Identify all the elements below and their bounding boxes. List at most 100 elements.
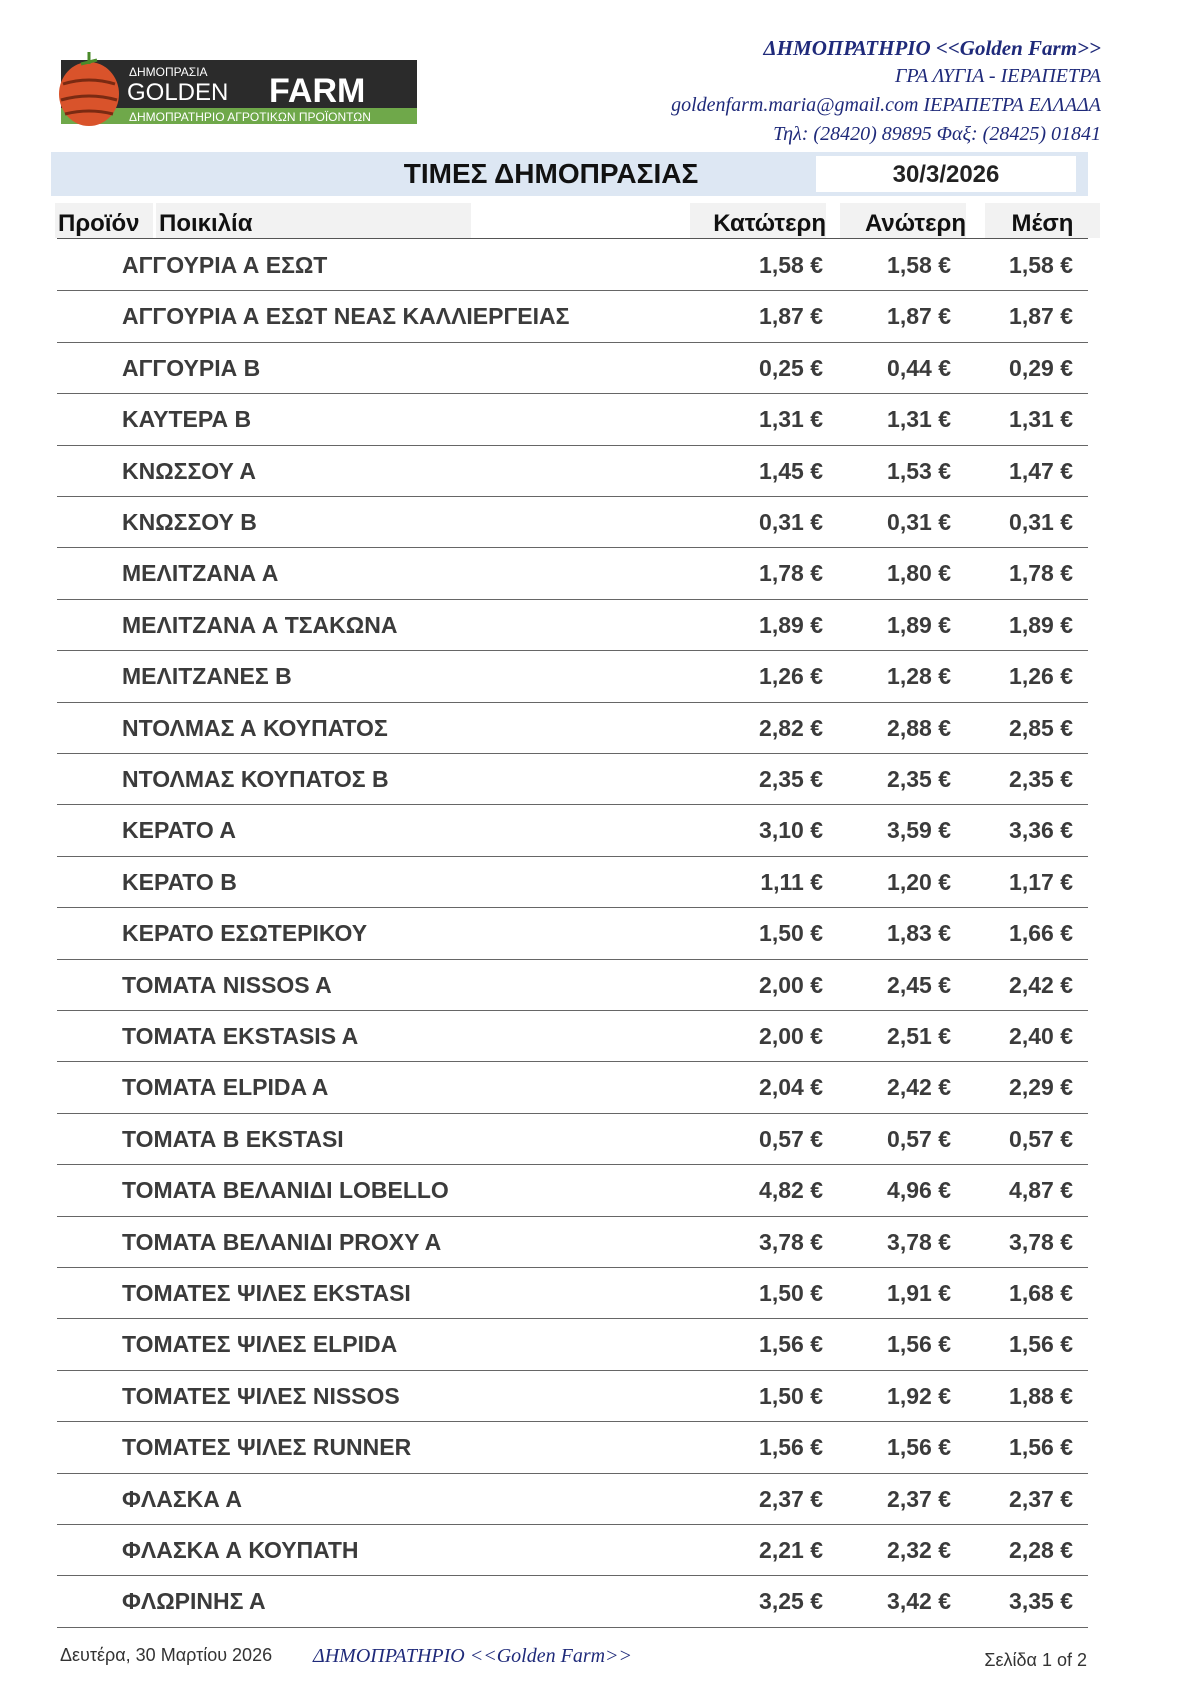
avg-price: 3,35 € (1009, 1588, 1073, 1615)
table-row: ΑΓΓΟΥΡΙΑ Β 0,25 € 0,44 € 0,29 € (57, 342, 1088, 395)
low-price: 1,11 € (760, 868, 823, 895)
low-price: 4,82 € (759, 1177, 823, 1204)
auction-date: 30/3/2026 (816, 156, 1076, 192)
avg-price: 1,56 € (1009, 1434, 1073, 1461)
high-price: 1,31 € (887, 406, 951, 433)
low-price: 3,78 € (759, 1228, 823, 1255)
table-row: ΚΝΩΣΣΟΥ Β 0,31 € 0,31 € 0,31 € (57, 496, 1088, 549)
high-price: 1,53 € (887, 457, 951, 484)
table-row: ΚΕΡΑΤΟ Α 3,10 € 3,59 € 3,36 € (57, 804, 1088, 857)
high-price: 2,51 € (887, 1023, 951, 1049)
table-row: ΤΟΜΑΤΑ NISSOS A 2,00 € 2,45 € 2,42 € (57, 959, 1088, 1011)
table-row: ΦΛΑΣΚΑ Α ΚΟΥΠΑΤΗ 2,21 € 2,32 € 2,28 € (57, 1524, 1088, 1577)
avg-price: 1,66 € (1009, 920, 1073, 947)
avg-price: 1,68 € (1009, 1280, 1073, 1306)
low-price: 1,50 € (759, 920, 823, 947)
low-price: 1,89 € (759, 611, 823, 638)
avg-price: 3,36 € (1009, 817, 1073, 844)
low-price: 0,57 € (759, 1125, 823, 1152)
high-price: 2,45 € (887, 971, 951, 998)
avg-price: 3,78 € (1009, 1228, 1073, 1255)
header-divider (57, 238, 1088, 239)
product-name: ΚΕΡΑΤΟ Β (122, 868, 237, 895)
footer-date: Δευτέρα, 30 Μαρτίου 2026 (60, 1645, 273, 1665)
product-name: ΤΟΜΑΤΑ NISSOS A (122, 971, 332, 998)
product-name: ΤΟΜΑΤΑ Β EKSTASI (122, 1125, 344, 1152)
product-name: ΤΟΜΑΤΑ ELPIDA A (122, 1074, 329, 1101)
avg-price: 1,58 € (1009, 252, 1073, 278)
low-price: 1,50 € (759, 1280, 823, 1306)
svg-text:FARM: FARM (269, 72, 365, 110)
table-row: ΚΕΡΑΤΟ Β 1,11 € 1,20 € 1,17 € (57, 856, 1088, 909)
high-price: 1,58 € (887, 252, 951, 278)
product-name: ΦΛΩΡΙΝΗΣ Α (122, 1588, 266, 1615)
table-row: ΑΓΓΟΥΡΙΑ Α ΕΣΩΤ 1,58 € 1,58 € 1,58 € (57, 239, 1088, 292)
golden-farm-logo: ΔΗΜΟΠΡΑΣΙΑ GOLDEN FARM ΔΗΜΟΠΡΑΤΗΡΙΟ ΑΓΡΟ… (59, 52, 417, 126)
avg-price: 1,78 € (1009, 560, 1073, 587)
product-name: ΤΟΜΑΤΕΣ ΨΙΛΕΣ RUNNER (122, 1434, 412, 1461)
low-price: 1,56 € (759, 1434, 823, 1461)
high-price: 0,31 € (887, 509, 951, 535)
high-price: 1,83 € (887, 920, 951, 947)
table-row: ΜΕΛΙΤΖΑΝΕΣ Β 1,26 € 1,28 € 1,26 € (57, 650, 1088, 703)
low-price: 2,82 € (759, 714, 823, 741)
table-row: ΑΓΓΟΥΡΙΑ Α ΕΣΩΤ ΝΕΑΣ ΚΑΛΛΙΕΡΓΕΙΑΣ 1,87 € 1… (57, 290, 1088, 343)
product-name: ΚΑΥΤΕΡΑ Β (122, 406, 252, 433)
col-low: Κατώτερη (690, 203, 826, 238)
high-price: 1,56 € (887, 1331, 951, 1358)
footer-company: ΔΗΜΟΠΡΑΤΗΡΙΟ <<Golden Farm>> (313, 1645, 633, 1667)
high-price: 2,88 € (887, 714, 951, 741)
product-name: ΚΕΡΑΤΟ Α (122, 817, 236, 844)
title-band: ΤΙΜΕΣ ΔΗΜΟΠΡΑΣΙΑΣ 30/3/2026 (51, 152, 1088, 196)
avg-price: 1,26 € (1009, 663, 1073, 690)
low-price: 1,26 € (759, 663, 823, 690)
low-price: 1,50 € (759, 1382, 823, 1409)
table-row: ΚΑΥΤΕΡΑ Β 1,31 € 1,31 € 1,31 € (57, 393, 1088, 446)
table-row: ΤΟΜΑΤΕΣ ΨΙΛΕΣ ELPIDA 1,56 € 1,56 € 1,56 € (57, 1318, 1088, 1371)
high-price: 0,57 € (887, 1125, 951, 1152)
high-price: 1,20 € (887, 868, 951, 895)
high-price: 1,92 € (887, 1382, 951, 1409)
table-row: ΦΛΑΣΚΑ Α 2,37 € 2,37 € 2,37 € (57, 1473, 1088, 1525)
low-price: 1,58 € (759, 252, 823, 278)
product-name: ΤΟΜΑΤΕΣ ΨΙΛΕΣ EKSTASI (122, 1280, 411, 1306)
high-price: 1,91 € (887, 1280, 951, 1306)
product-name: ΑΓΓΟΥΡΙΑ Α ΕΣΩΤ ΝΕΑΣ ΚΑΛΛΙΕΡΓΕΙΑΣ (122, 303, 570, 330)
avg-price: 1,56 € (1009, 1331, 1073, 1358)
avg-price: 1,89 € (1009, 611, 1073, 638)
table-row: ΤΟΜΑΤΑ ELPIDA A 2,04 € 2,42 € 2,29 € (57, 1061, 1088, 1114)
product-name: ΚΝΩΣΣΟΥ Β (122, 509, 257, 535)
high-price: 1,56 € (887, 1434, 951, 1461)
avg-price: 2,28 € (1009, 1537, 1073, 1563)
avg-price: 0,29 € (1009, 354, 1073, 381)
product-name: ΜΕΛΙΤΖΑΝΕΣ Β (122, 663, 292, 690)
product-name: ΝΤΟΛΜΑΣ Α ΚΟΥΠΑΤΟΣ (122, 714, 388, 741)
page-number: Σελίδα 1 of 2 (984, 1650, 1087, 1670)
product-name: ΚΝΩΣΣΟΥ Α (122, 457, 257, 484)
high-price: 2,32 € (887, 1537, 951, 1563)
table-row: ΦΛΩΡΙΝΗΣ Α 3,25 € 3,42 € 3,35 € (57, 1575, 1088, 1628)
avg-price: 2,85 € (1009, 714, 1073, 741)
table-row: ΤΟΜΑΤΕΣ ΨΙΛΕΣ EKSTASI 1,50 € 1,91 € 1,68 € (57, 1267, 1088, 1320)
high-price: 2,37 € (887, 1485, 951, 1512)
product-name: ΑΓΓΟΥΡΙΑ Β (122, 354, 261, 381)
product-name: ΤΟΜΑΤΑ ΒΕΛΑΝΙΔΙ PROXY A (122, 1228, 442, 1255)
avg-price: 1,31 € (1009, 406, 1073, 433)
low-price: 0,25 € (759, 354, 823, 381)
col-product: Προϊόν (55, 203, 153, 238)
product-name: ΤΟΜΑΤΕΣ ΨΙΛΕΣ ELPIDA (122, 1331, 398, 1358)
low-price: 2,35 € (759, 766, 823, 792)
avg-price: 0,31 € (1009, 509, 1073, 535)
low-price: 1,78 € (759, 560, 823, 587)
avg-price: 0,57 € (1009, 1125, 1073, 1152)
table-row: ΤΟΜΑΤΑ ΒΕΛΑΝΙΔΙ LOBELLO 4,82 € 4,96 € 4,87 … (57, 1164, 1088, 1217)
svg-text:ΔΗΜΟΠΡΑΤΗΡΙΟ ΑΓΡΟΤΙΚΩΝ ΠΡΟΪΟΝΤ: ΔΗΜΟΠΡΑΤΗΡΙΟ ΑΓΡΟΤΙΚΩΝ ΠΡΟΪΟΝΤΩΝ (129, 110, 371, 124)
avg-price: 2,42 € (1009, 971, 1073, 998)
avg-price: 1,87 € (1009, 303, 1073, 330)
high-price: 1,80 € (887, 560, 951, 587)
high-price: 4,96 € (887, 1177, 951, 1204)
product-name: ΦΛΑΣΚΑ Α (122, 1485, 242, 1512)
low-price: 3,10 € (759, 817, 823, 844)
product-name: ΤΟΜΑΤΑ ΒΕΛΑΝΙΔΙ LOBELLO (122, 1177, 449, 1204)
